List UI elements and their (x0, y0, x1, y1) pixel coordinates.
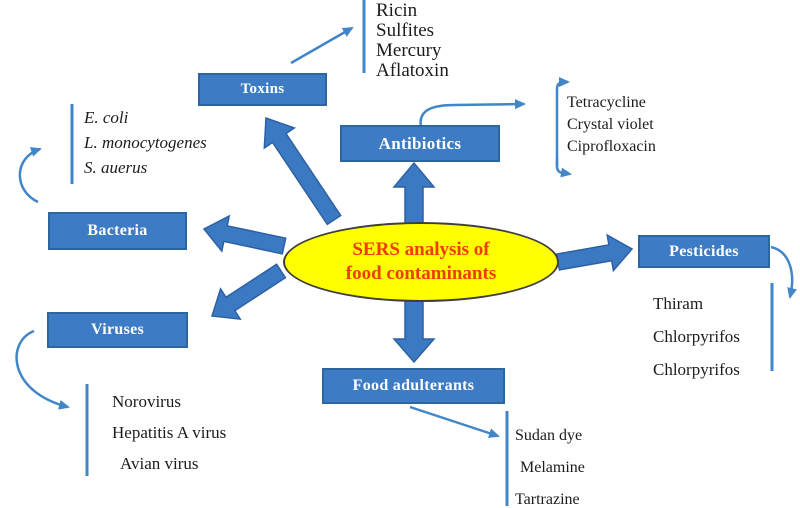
arrow-center-to-food-adulterants (392, 296, 436, 364)
pesticides-pointer-arrow (770, 245, 797, 299)
arrow-center-to-viruses (211, 263, 287, 321)
list-item: Tartrazine (515, 491, 580, 508)
node-toxins-label: Toxins (240, 81, 285, 97)
node-antibiotics: Antibiotics (340, 125, 500, 162)
center-ellipse: SERS analysis of food contaminants (283, 222, 559, 302)
node-bacteria: Bacteria (48, 212, 187, 250)
list-item: Mercury (376, 40, 442, 61)
list-item: Thiram (653, 294, 704, 313)
bacteria-pointer-arrow (18, 147, 42, 204)
node-antibiotics-label: Antibiotics (378, 133, 462, 153)
node-bacteria-label: Bacteria (87, 222, 148, 239)
list-item: L. monocytogenes (84, 133, 207, 152)
list-item: Avian virus (120, 454, 199, 473)
arrow-center-to-antibiotics (392, 161, 436, 231)
arrow-center-to-bacteria (202, 214, 287, 255)
list-item: Sulfites (376, 20, 435, 41)
toxins-examples-list: Ricin Sulfites Mercury Aflatoxin (376, 1, 449, 81)
pesticides-examples-list: Thiram Chlorpyrifos Chlorpyrifos (653, 287, 740, 386)
list-item: Tetracycline (567, 94, 646, 111)
arrow-center-to-pesticides (555, 233, 634, 273)
list-item: Hepatitis A virus (112, 423, 227, 442)
list-item: E. coli (84, 108, 129, 127)
node-toxins: Toxins (198, 73, 327, 106)
food-adulterants-examples-list: Sudan dye Melamine Tartrazine (515, 420, 585, 508)
antibiotics-bracket-bottom (555, 158, 572, 178)
list-item: Chlorpyrifos (653, 360, 740, 379)
list-item: Chlorpyrifos (653, 327, 740, 346)
arrow-center-to-toxins (263, 116, 342, 226)
list-item: Ciprofloxacin (567, 138, 656, 155)
node-viruses-label: Viruses (90, 321, 145, 338)
viruses-examples-list: Norovirus Hepatitis A virus Avian virus (112, 386, 226, 479)
bacteria-examples-list: E. coli L. monocytogenes S. auerus (84, 105, 207, 180)
list-item: Melamine (520, 459, 585, 476)
center-title-line1: SERS analysis of (352, 239, 490, 260)
list-item: Crystal violet (567, 116, 654, 133)
node-pesticides: Pesticides (638, 235, 770, 268)
node-food-adulterants: Food adulterants (322, 368, 505, 404)
node-pesticides-label: Pesticides (669, 242, 739, 260)
food-adulterants-pointer-arrow (409, 405, 500, 438)
node-food-adulterants-label: Food adulterants (352, 377, 475, 394)
list-item: Norovirus (112, 392, 181, 411)
list-item: Aflatoxin (376, 60, 449, 81)
list-item: Sudan dye (515, 427, 583, 444)
list-item: S. auerus (84, 158, 148, 177)
node-viruses: Viruses (47, 312, 188, 348)
antibiotics-pointer-arrow (419, 99, 526, 128)
center-title-line2: food contaminants (345, 263, 497, 284)
list-item: Ricin (376, 0, 418, 21)
toxins-pointer-arrow (290, 26, 354, 65)
antibiotics-examples-list: Tetracycline Crystal violet Ciprofloxaci… (567, 92, 656, 158)
